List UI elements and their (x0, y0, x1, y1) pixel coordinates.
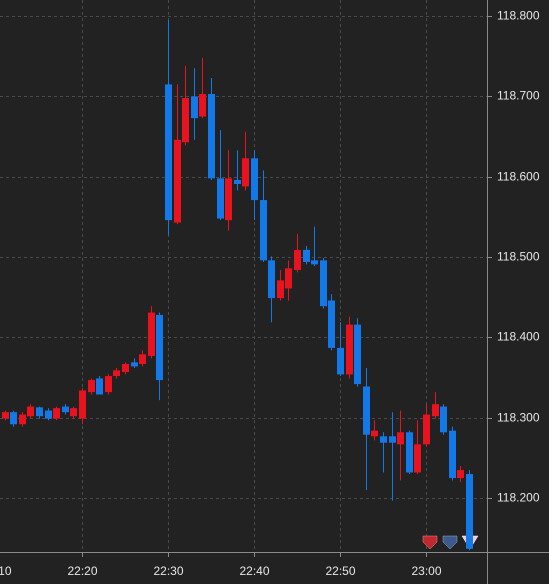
y-tick-label: 118.400 (497, 330, 540, 344)
candle-body (320, 260, 327, 307)
candle-body (113, 370, 120, 377)
candle-body (432, 404, 439, 417)
candle-body (389, 436, 396, 443)
y-tick-label: 118.500 (497, 250, 540, 264)
candle-body (449, 430, 456, 479)
candle-body (62, 406, 69, 413)
candle-body (36, 407, 43, 417)
candle-body (45, 410, 52, 419)
y-tick-label: 118.300 (497, 411, 540, 425)
candle-body (311, 260, 318, 265)
candle-body (208, 94, 215, 179)
y-tick-label: 118.200 (497, 491, 540, 505)
candle-body (294, 249, 301, 270)
candle-body (199, 94, 206, 117)
marker (422, 535, 438, 550)
candle-body (285, 268, 292, 289)
candle-body (354, 324, 361, 385)
candle-body (363, 386, 370, 435)
candle-body (122, 363, 129, 373)
candle-body (131, 362, 138, 367)
candles (2, 20, 473, 551)
candle-body (156, 314, 163, 381)
candle-body (440, 406, 447, 433)
candle-body (234, 179, 241, 184)
candle-body (268, 260, 275, 299)
candle-body (260, 200, 267, 261)
candle-body (148, 312, 155, 356)
candle-body (2, 412, 9, 419)
candle-body (79, 390, 86, 419)
candle-body (328, 300, 335, 348)
x-tick-label: 22:10 (0, 564, 12, 578)
x-tick-label: 23:00 (411, 564, 441, 578)
candle-body (406, 432, 413, 473)
candle-body (217, 178, 224, 219)
candle-body (165, 84, 172, 221)
candle-body (423, 414, 430, 445)
x-tick-label: 22:20 (67, 564, 97, 578)
candle-body (225, 178, 232, 221)
candle-body (397, 432, 404, 445)
candle-body (414, 444, 421, 473)
x-tick-label: 22:30 (153, 564, 183, 578)
x-tick-label: 22:40 (239, 564, 269, 578)
y-tick-label: 118.700 (497, 89, 540, 103)
candle-body (139, 354, 146, 364)
candle-body (242, 158, 249, 187)
y-tick-label: 118.800 (497, 9, 540, 23)
x-tick-label: 22:50 (325, 564, 355, 578)
candle-body (174, 139, 181, 223)
candle-body (53, 408, 60, 419)
candle-body (337, 347, 344, 375)
candle-body (88, 380, 95, 393)
candle-body (19, 414, 26, 425)
candle-body (303, 249, 310, 262)
candle-body (70, 408, 77, 417)
marker (442, 535, 458, 550)
candle-body (27, 406, 34, 417)
candle-body (191, 96, 198, 119)
candle-body (10, 412, 17, 425)
candle-body (251, 158, 258, 201)
candle-body (277, 280, 284, 299)
candle-body (466, 474, 473, 549)
y-tick-label: 118.600 (497, 170, 540, 184)
candle-body (457, 470, 464, 479)
candle-body (346, 324, 353, 375)
candle-body (182, 98, 189, 143)
candle-body (105, 376, 112, 393)
candle-body (380, 436, 387, 443)
candle-body (371, 430, 378, 437)
candle-body (96, 378, 103, 395)
